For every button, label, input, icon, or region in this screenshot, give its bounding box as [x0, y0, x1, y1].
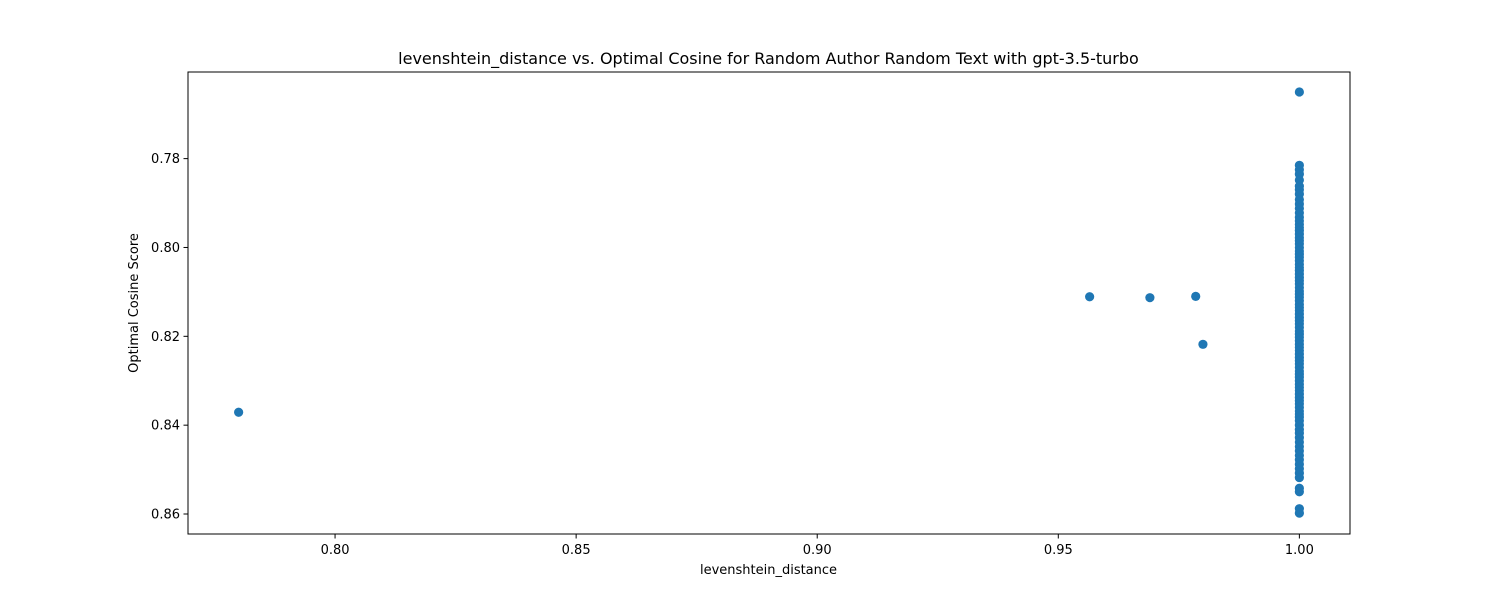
data-point: [1294, 487, 1304, 497]
y-tick-label: 0.80: [151, 241, 180, 256]
data-point: [1145, 293, 1155, 303]
data-point: [1191, 291, 1201, 301]
x-axis: 0.80 0.85 0.90 0.95 1.00: [321, 534, 1314, 558]
data-point: [234, 407, 244, 417]
plot-area-frame: [187, 71, 1351, 535]
data-point: [1294, 472, 1304, 483]
y-axis-label: Optimal Cosine Score: [127, 233, 142, 373]
x-tick-label: 0.90: [803, 543, 832, 558]
x-tick-label: 0.95: [1044, 543, 1073, 558]
y-tick-label: 0.78: [151, 152, 180, 167]
data-point: [1294, 508, 1304, 518]
y-tick-label: 0.86: [151, 508, 180, 523]
x-axis-label: levenshtein_distance: [700, 563, 837, 578]
chart-title: levenshtein_distance vs. Optimal Cosine …: [398, 49, 1139, 69]
y-tick-label: 0.84: [151, 419, 180, 434]
data-point: [1085, 292, 1095, 302]
data-point: [1198, 339, 1208, 349]
data-point: [1294, 87, 1304, 97]
points-layer: [234, 87, 1304, 518]
y-tick-label: 0.82: [151, 330, 180, 345]
x-tick-label: 0.85: [562, 543, 591, 558]
x-tick-label: 0.80: [321, 543, 350, 558]
x-tick-label: 1.00: [1285, 543, 1314, 558]
y-axis: 0.78 0.80 0.82 0.84 0.86: [151, 152, 188, 523]
